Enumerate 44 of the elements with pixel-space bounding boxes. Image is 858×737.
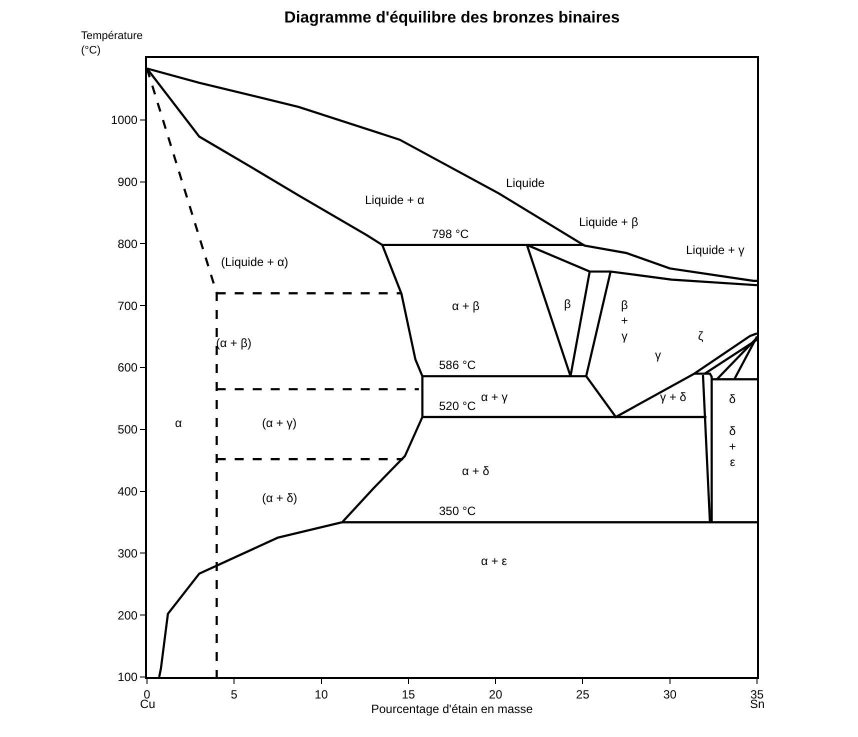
annotation: γ + δ — [660, 390, 687, 404]
y-tick-label: 900 — [118, 175, 138, 189]
annotation: (α + γ) — [262, 416, 297, 430]
annotation: (α + δ) — [262, 491, 298, 505]
annotation: 586 °C — [439, 358, 476, 372]
annotation: Cu — [140, 697, 156, 711]
y-tick-label: 400 — [118, 484, 138, 498]
annotation: α — [175, 416, 182, 430]
annotation: α + δ — [462, 464, 490, 478]
annotation: β + γ — [621, 298, 628, 344]
annotation: Liquide + α — [365, 193, 424, 207]
y-axis-title: Température (°C) — [81, 30, 143, 56]
x-axis-title: Pourcentage d'étain en masse — [371, 702, 534, 716]
annotation: α + ε — [481, 554, 508, 568]
x-tick-label: 20 — [488, 687, 503, 702]
annotation: Liquide + β — [579, 215, 638, 229]
annotation: δ + ε — [729, 424, 736, 470]
annotation: α + β — [452, 299, 480, 313]
annotation: (α + β) — [216, 336, 252, 350]
y-tick-label: 300 — [118, 546, 138, 560]
annotation: (Liquide + α) — [221, 255, 288, 269]
annotation: α + γ — [481, 390, 508, 404]
annotation: γ — [655, 348, 661, 362]
annotation: 798 °C — [432, 227, 470, 241]
y-tick-label: 500 — [118, 422, 138, 437]
annotation: Liquide — [506, 176, 546, 190]
annotation: δ — [729, 392, 736, 406]
x-tick-label: 10 — [314, 687, 328, 702]
annotation: Liquide + γ — [686, 243, 744, 257]
annotation: 350 °C — [439, 504, 476, 518]
annotation: β — [564, 297, 571, 311]
y-tick-label: 800 — [118, 236, 138, 251]
x-tick-label: 15 — [402, 687, 416, 702]
y-tick-label: 700 — [118, 298, 138, 313]
y-tick-label: 100 — [118, 670, 138, 684]
x-tick-label: 30 — [663, 687, 677, 702]
x-tick-label: 25 — [576, 687, 590, 702]
chart-title: Diagramme d'équilibre des bronzes binaires — [284, 9, 620, 26]
x-tick-label: 5 — [230, 687, 238, 702]
annotation: ζ — [698, 329, 704, 343]
annotation: 520 °C — [439, 399, 476, 413]
y-tick-label: 600 — [118, 360, 138, 375]
y-tick-label: 200 — [118, 608, 138, 622]
y-tick-label: 1000 — [110, 113, 138, 128]
